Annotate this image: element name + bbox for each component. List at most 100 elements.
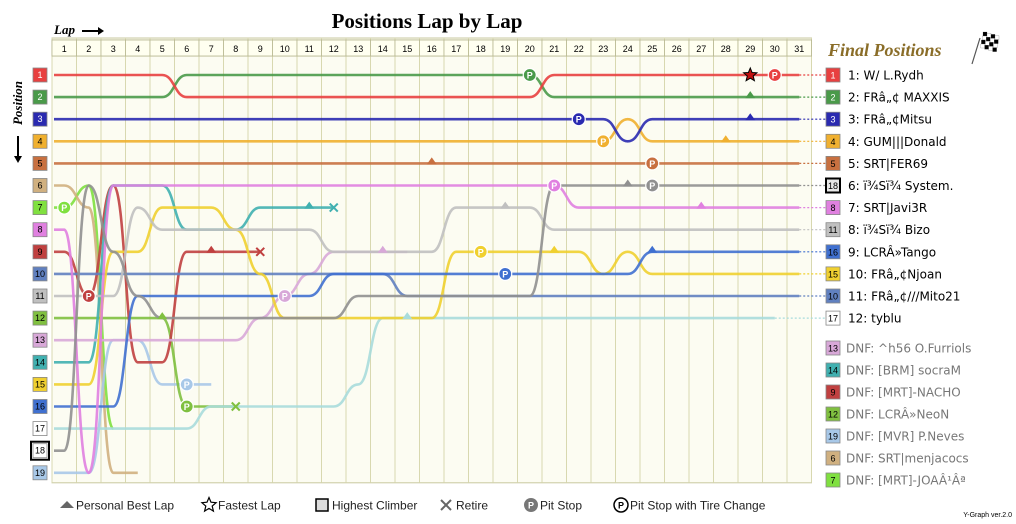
final-position-box-number: 5: [830, 159, 835, 169]
personal-best-marker: [500, 201, 511, 209]
final-position-box-number: 11: [828, 225, 837, 235]
lap-tick-label: 8: [233, 44, 238, 54]
start-position-number: 8: [37, 225, 42, 235]
pit-stop-marker: P: [645, 156, 660, 171]
legend-item: Fastest Lap: [200, 495, 281, 513]
start-position-number: 17: [35, 424, 45, 434]
position-arrow-icon: [14, 136, 22, 163]
start-position-box: 18: [30, 440, 50, 461]
svg-text:P: P: [502, 269, 508, 279]
start-position-number: 18: [35, 446, 45, 456]
svg-text:P: P: [527, 71, 533, 81]
svg-text:P: P: [772, 71, 778, 81]
final-position-box-number: 1: [830, 71, 835, 81]
final-position-name: 1: W/ L.Rydh: [848, 69, 924, 83]
start-position-number: 7: [37, 203, 42, 213]
start-position-number: 16: [35, 402, 45, 412]
final-position-box-number: 16: [828, 247, 838, 257]
series-line: [54, 250, 800, 408]
start-position-box: 14: [32, 354, 48, 370]
final-position-item: 2 2: FRâ„¢ MAXXIS: [825, 89, 950, 105]
svg-text:P: P: [61, 203, 67, 213]
start-position-box: 15: [32, 376, 48, 392]
svg-text:P: P: [649, 159, 655, 169]
pit-stop-marker: P: [645, 178, 660, 193]
final-position-item: 10 11: FRâ„¢///Mito21: [825, 288, 960, 304]
dnf-item: 14 DNF: [BRM] socraM: [825, 362, 961, 378]
final-position-name: 2: FRâ„¢ MAXXIS: [848, 91, 950, 105]
retire-marker: [329, 202, 339, 213]
personal-best-marker: [647, 245, 658, 253]
lap-tick-label: 28: [721, 44, 731, 54]
lap-tick-label: 25: [647, 44, 657, 54]
lap-tick-label: 21: [549, 44, 559, 54]
lap-tick-label: 18: [476, 44, 486, 54]
personal-best-marker: [696, 201, 707, 209]
final-position-item: 1 1: W/ L.Rydh: [825, 67, 924, 83]
series-line: [54, 206, 800, 386]
final-position-name: 11: FRâ„¢///Mito21: [848, 290, 960, 304]
dnf-name: DNF: [MVR] P.Neves: [846, 430, 964, 444]
final-position-name: 10: FRâ„¢Njoan: [848, 267, 942, 281]
svg-text:P: P: [576, 115, 582, 125]
personal-best-marker: [745, 113, 756, 121]
final-position-name: 5: SRT|FER69: [848, 157, 928, 171]
dnf-box-number: 7: [830, 476, 835, 486]
svg-text:P: P: [649, 181, 655, 191]
lap-tick-label: 19: [500, 44, 510, 54]
personal-best-marker: [720, 135, 731, 143]
lap-tick-label: 6: [184, 44, 189, 54]
dnf-box-number: 14: [828, 366, 838, 376]
start-position-box: 17: [32, 421, 48, 437]
lap-tick-label: 20: [525, 44, 535, 54]
personal-best-marker: [157, 312, 168, 320]
dnf-name: DNF: [MRT]-NACHO: [846, 386, 961, 400]
svg-text:P: P: [551, 181, 557, 191]
start-position-box: 10: [32, 266, 48, 282]
legend-label: Retire: [456, 499, 488, 513]
pit-stop-marker: P: [81, 288, 96, 304]
dnf-name: DNF: [BRM] socraM: [846, 364, 961, 378]
final-position-item: 15 10: FRâ„¢Njoan: [825, 266, 942, 281]
x-axis-label: Lap: [53, 22, 75, 37]
retire-marker: [255, 247, 265, 257]
series-line: [54, 73, 800, 99]
lap-tick-label: 14: [378, 44, 388, 54]
lap-tick-label: 22: [574, 44, 584, 54]
legend-item: P Pit Stop with Tire Change: [613, 497, 766, 513]
start-position-number: 11: [35, 291, 44, 301]
lap-tick-label: 16: [427, 44, 437, 54]
lap-tick-label: 30: [770, 44, 780, 54]
dnf-name: DNF: [MRT]-JOAÂ¹Âª: [846, 473, 966, 488]
series-line: [54, 184, 800, 475]
series-line: [54, 184, 261, 364]
lap-tick-label: 13: [353, 44, 363, 54]
lap-arrow-icon: [82, 27, 104, 35]
personal-best-marker: [304, 201, 315, 209]
checkered-flag-icon: [971, 31, 1000, 65]
pit-stop-marker: P: [767, 67, 782, 83]
start-position-box: 12: [32, 310, 48, 326]
final-position-box-number: 4: [830, 137, 835, 147]
final-position-item: 17 12: tyblu: [825, 310, 902, 326]
legend-item: Highest Climber: [315, 498, 417, 513]
svg-text:P: P: [528, 501, 534, 511]
final-position-name: 7: SRT|Javi3R: [848, 201, 927, 215]
dnf-box-number: 13: [828, 344, 838, 354]
final-positions-list: 1 1: W/ L.Rydh 2 2: FRâ„¢ MAXXIS 3 3: FRâ„¢Mi…: [825, 67, 971, 488]
start-position-box: 3: [32, 111, 48, 127]
series-markers: P P P P P P P P P P P P P P: [57, 66, 782, 414]
legend-item: P Pit Stop: [524, 498, 582, 513]
dnf-item: 12 DNF: LCRÂ»NeoN: [825, 407, 949, 422]
final-position-item: 3 3: FRâ„¢Mitsu: [825, 111, 932, 127]
legend-label: Pit Stop with Tire Change: [630, 499, 766, 513]
final-position-name: 9: LCRÂ»Tango: [848, 244, 936, 259]
dnf-item: 6 DNF: SRT|menjacocs: [825, 450, 969, 466]
pit-stop-marker: P: [179, 399, 194, 414]
start-position-number: 9: [37, 247, 42, 257]
final-position-box-number: 2: [830, 93, 835, 103]
start-position-box: 4: [32, 133, 48, 149]
y-axis-label: Position: [10, 81, 25, 125]
